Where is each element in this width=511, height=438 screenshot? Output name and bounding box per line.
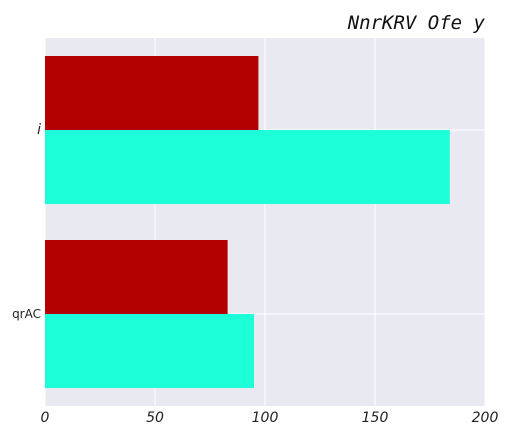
x-tick-label: 100 [252, 410, 279, 426]
bar-i-series-2 [45, 130, 450, 204]
bars [45, 56, 450, 388]
x-axis-ticks: 0 50 100 150 200 [41, 410, 499, 426]
x-tick-label: 50 [146, 410, 164, 426]
bar-qrAC-series-1 [45, 240, 228, 314]
chart-title: NnrKRV Ofe y [347, 12, 486, 34]
category-label: qrAC [12, 307, 41, 321]
x-tick-label: 0 [41, 410, 50, 426]
category-label: i [37, 122, 41, 138]
x-tick-label: 200 [472, 410, 499, 426]
bar-qrAC-series-2 [45, 314, 254, 388]
y-axis-categories: i qrAC [12, 122, 41, 321]
bar-i-series-1 [45, 56, 259, 130]
x-tick-label: 150 [362, 410, 389, 426]
